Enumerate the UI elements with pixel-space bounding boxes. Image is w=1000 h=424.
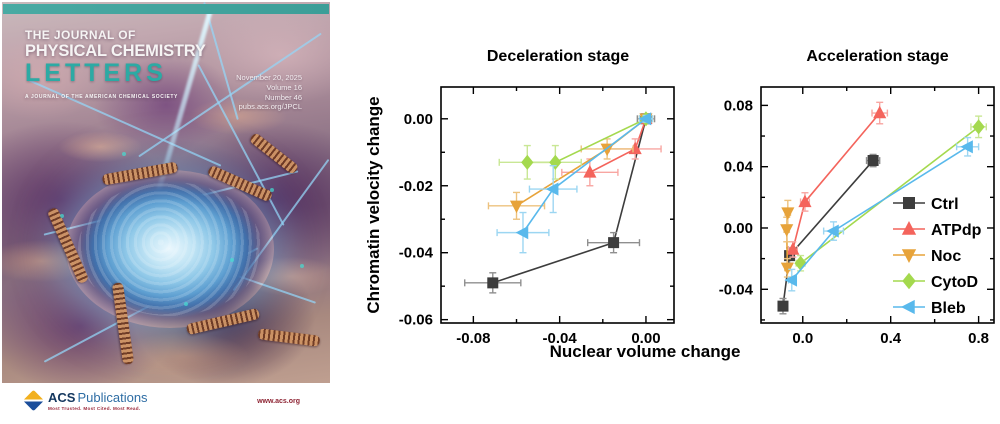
svg-text:-0.04: -0.04 (719, 281, 754, 298)
issue-url: pubs.acs.org/JPCL (238, 102, 302, 112)
svg-text:0.00: 0.00 (631, 330, 660, 347)
svg-text:0.00: 0.00 (724, 220, 753, 237)
svg-text:Ctrl: Ctrl (931, 196, 959, 213)
acs-diamond-logo-icon (22, 390, 45, 412)
cover-illustration (2, 2, 330, 383)
acs-publications-logo: ACS Publications Most Trusted. Most Cited… (22, 390, 148, 412)
acs-publications-word: Publications (77, 390, 148, 405)
journal-title-line1: THE JOURNAL OF (25, 28, 136, 42)
svg-text:0.0: 0.0 (792, 330, 813, 347)
issue-number: Number 46 (264, 92, 302, 102)
acs-tagline: Most Trusted. Most Cited. Most Read. (48, 405, 141, 411)
svg-text:0.4: 0.4 (880, 330, 902, 347)
cover-chromatin-disc (66, 170, 274, 328)
svg-text:Noc: Noc (931, 248, 961, 265)
svg-text:-0.04: -0.04 (399, 245, 434, 262)
cover-speck (270, 188, 274, 192)
cover-speck (122, 152, 126, 156)
issue-date: November 20, 2025 (236, 73, 302, 82)
svg-text:CytoD: CytoD (931, 274, 978, 291)
issue-info: November 20, 2025 Volume 16 Number 46 pu… (236, 73, 302, 112)
issue-volume: Volume 16 (266, 82, 302, 92)
cover-top-bar (3, 4, 329, 14)
y-axis-label: Chromatin velocity change (364, 96, 383, 314)
svg-text:0.00: 0.00 (404, 111, 433, 128)
cover-footer: ACS Publications Most Trusted. Most Cited… (2, 383, 330, 423)
svg-text:-0.08: -0.08 (456, 330, 490, 347)
journal-masthead: THE JOURNAL OF PHYSICAL CHEMISTRY LETTER… (25, 28, 206, 100)
journal-cover: THE JOURNAL OF PHYSICAL CHEMISTRY LETTER… (2, 2, 330, 423)
journal-subtitle: A JOURNAL OF THE AMERICAN CHEMICAL SOCIE… (25, 93, 178, 100)
acs-website: www.acs.org (257, 398, 300, 405)
x-axis-label: Nuclear volume change (549, 342, 741, 361)
deceleration-chart-title: Deceleration stage (486, 48, 630, 65)
journal-title-line2: PHYSICAL CHEMISTRY (25, 42, 206, 61)
svg-text:-0.02: -0.02 (399, 178, 433, 195)
svg-text:0.04: 0.04 (724, 159, 754, 176)
svg-text:-0.04: -0.04 (543, 330, 578, 347)
acceleration-chart-title: Acceleration stage (806, 48, 949, 65)
svg-text:Bleb: Bleb (931, 300, 966, 317)
cover-speck (60, 214, 64, 218)
cover-speck (230, 258, 234, 262)
deceleration-chart: -0.08 -0.04 0.00 0.00 -0.02 -0.04 -0.06 (399, 86, 675, 347)
svg-text:0.08: 0.08 (724, 97, 753, 114)
acs-logo-name: ACS Publications (48, 391, 148, 405)
journal-title-line3: LETTERS (25, 59, 167, 88)
svg-text:ATPdp: ATPdp (931, 222, 982, 239)
acceleration-chart: 0.0 0.4 0.8 0.08 0.04 0.00 -0.04 Ctrl ATPdp Noc Cy… (719, 86, 995, 347)
svg-text:-0.06: -0.06 (399, 312, 433, 329)
cover-speck (184, 302, 188, 306)
cover-speck (300, 264, 304, 268)
svg-text:0.8: 0.8 (968, 330, 989, 347)
acs-logo-text: ACS Publications Most Trusted. Most Cited… (48, 391, 148, 411)
acs-abbrev: ACS (48, 390, 76, 405)
